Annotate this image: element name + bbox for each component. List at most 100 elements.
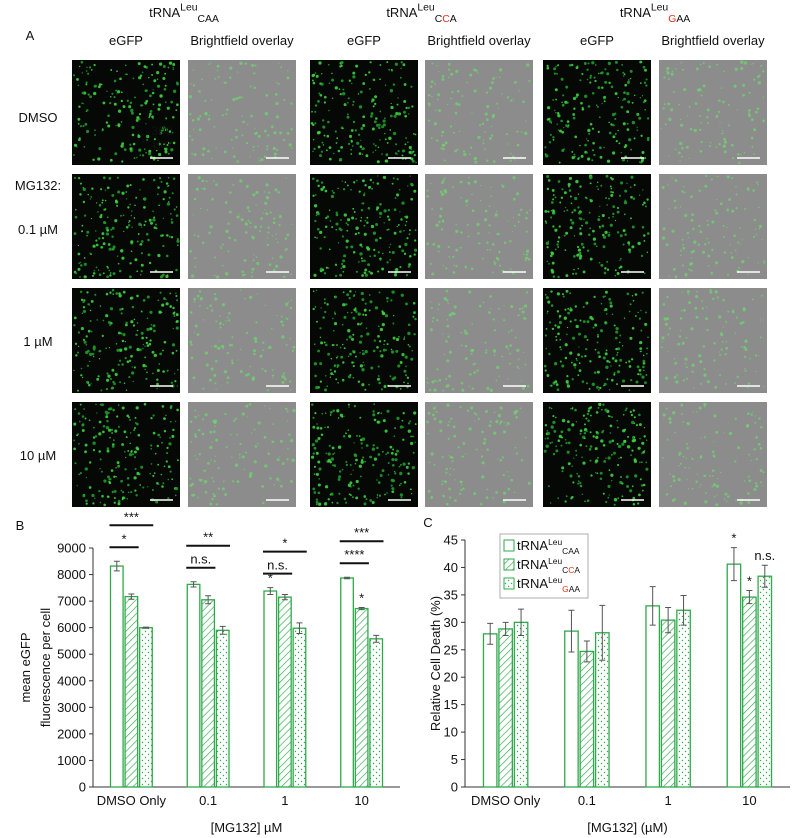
cell	[364, 461, 366, 463]
cell	[362, 314, 364, 316]
cell	[91, 300, 94, 303]
cell	[118, 110, 121, 113]
cell	[698, 88, 701, 91]
cell	[353, 251, 356, 254]
cell	[154, 226, 157, 229]
cell	[504, 422, 505, 423]
cell	[165, 299, 166, 300]
cell	[492, 243, 495, 246]
cell	[762, 70, 764, 72]
cell	[578, 212, 581, 215]
cell	[386, 410, 389, 413]
cell	[608, 217, 610, 219]
cell	[281, 335, 284, 338]
cell	[86, 291, 88, 293]
cell	[355, 307, 357, 309]
cell	[572, 481, 574, 483]
cell	[336, 409, 339, 412]
cell	[375, 150, 376, 151]
cell	[100, 389, 102, 391]
cell	[678, 454, 680, 456]
cell	[585, 302, 587, 304]
cell	[547, 106, 550, 109]
cell	[130, 297, 133, 300]
cell	[388, 137, 391, 140]
cell	[260, 226, 262, 228]
cell	[613, 374, 615, 376]
cell	[623, 122, 626, 125]
cell	[446, 290, 449, 293]
cell	[330, 220, 332, 222]
y-tick-label: 45	[444, 533, 458, 548]
cell	[680, 124, 683, 127]
cell	[600, 156, 603, 159]
cell	[190, 311, 193, 314]
cell	[366, 246, 369, 249]
cell	[174, 380, 176, 382]
cell	[458, 446, 460, 448]
cell	[560, 430, 563, 433]
cell	[686, 366, 688, 368]
cell	[107, 124, 110, 127]
cell	[279, 255, 282, 258]
cell	[663, 413, 666, 416]
cell	[552, 99, 553, 100]
cell	[502, 456, 504, 458]
cell	[588, 133, 590, 135]
cell	[101, 403, 104, 406]
cell	[377, 182, 379, 184]
cell	[403, 370, 406, 373]
cell	[388, 69, 390, 71]
cell	[390, 446, 393, 449]
cell	[161, 485, 164, 488]
cell	[558, 130, 559, 131]
cell	[642, 226, 645, 229]
cell	[632, 327, 635, 330]
cell	[702, 307, 704, 309]
cell	[362, 352, 365, 355]
cell	[566, 290, 569, 293]
cell	[713, 483, 716, 486]
cell	[572, 113, 575, 116]
cell	[293, 346, 296, 349]
cell	[89, 461, 91, 463]
cell	[454, 150, 457, 153]
cell	[641, 375, 644, 378]
cell	[400, 218, 402, 220]
cell	[100, 458, 102, 460]
cell	[674, 206, 676, 208]
micrograph	[310, 174, 418, 279]
cell	[720, 472, 721, 473]
cell	[668, 155, 669, 156]
cell	[666, 296, 668, 298]
cell	[80, 374, 82, 376]
cell	[333, 330, 335, 332]
cell	[388, 219, 390, 221]
micrograph	[543, 174, 651, 279]
cell	[314, 204, 317, 207]
cell	[348, 429, 350, 431]
cell	[81, 230, 83, 232]
x-tick-label: 0.1	[199, 793, 217, 808]
cell	[606, 204, 607, 205]
cell	[157, 108, 160, 111]
cell	[125, 457, 126, 458]
cell	[382, 253, 383, 254]
cell	[674, 179, 676, 181]
cell	[214, 293, 216, 295]
cell	[638, 494, 641, 497]
cell	[668, 351, 669, 352]
cell	[525, 120, 526, 121]
cell	[460, 231, 463, 234]
cell	[567, 428, 570, 431]
cell	[142, 364, 145, 367]
cell	[753, 128, 756, 131]
cell	[734, 382, 736, 384]
cell	[273, 217, 275, 219]
cell	[738, 162, 740, 164]
cell	[434, 83, 436, 85]
cell	[225, 113, 227, 115]
cell	[712, 298, 714, 300]
cell	[583, 219, 584, 220]
cell	[550, 134, 552, 136]
